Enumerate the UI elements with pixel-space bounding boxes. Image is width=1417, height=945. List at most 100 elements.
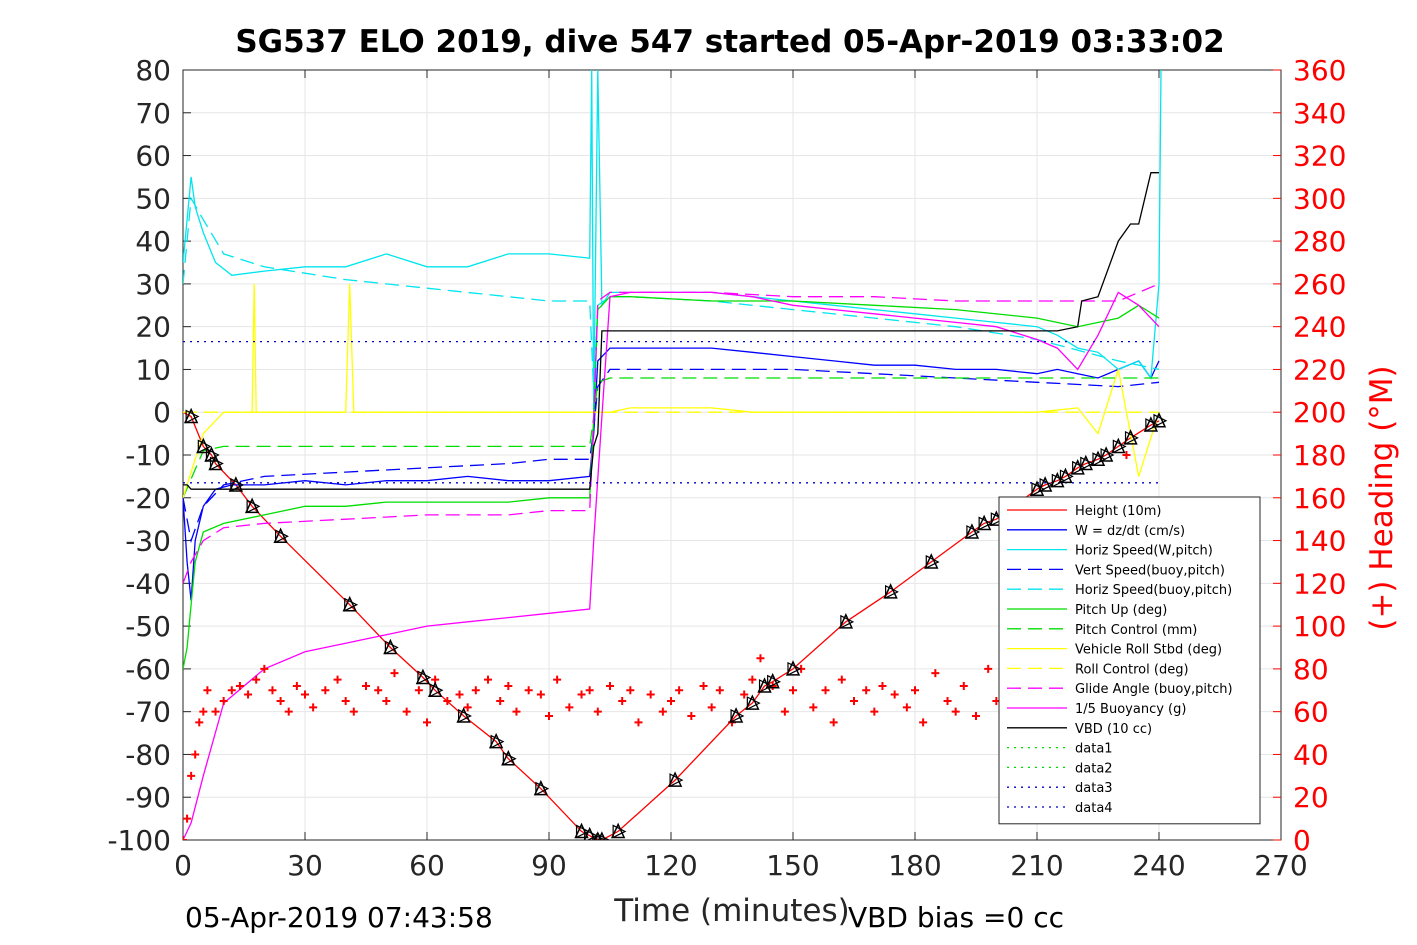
y-tick-label: -100 [107,824,171,857]
heading-point [687,711,696,720]
right-tick-label: 140 [1293,525,1346,558]
y-tick-label: -60 [125,653,171,686]
depth-marker-right [885,584,899,599]
x-tick-label: 210 [1010,849,1063,882]
right-tick-label: 60 [1293,696,1329,729]
depth-marker-right [275,529,289,544]
depth-marker-up [1037,476,1053,492]
depth-marker-right [209,456,224,471]
depth-marker-right [1112,439,1127,454]
series-group [183,70,1168,840]
depth-marker-up [196,437,211,454]
depth-marker-right [458,708,472,723]
heading-point [931,669,940,678]
legend-entry: Height (10m) [1075,504,1161,519]
heading-point [565,703,574,712]
legend-entry: Vehicle Roll Stbd (deg) [1075,643,1222,658]
heading-point [740,690,749,699]
depth-marker-right [1051,473,1066,488]
heading-point [675,686,684,695]
depth-marker-up [244,497,260,514]
right-tick-label: 280 [1293,225,1346,258]
heading-point [870,707,879,716]
heading-point [972,711,980,720]
heading-point [512,707,521,716]
y-tick-label: -40 [125,567,171,600]
heading-point [504,682,513,690]
heading-point [443,696,452,705]
series-line-vbd-10-cc- [183,172,1159,490]
y-tick-label: 20 [135,311,171,344]
series-line-w-dz-dt-cm-s- [183,347,1160,601]
heading-point [195,718,204,727]
heading-point [268,686,277,695]
legend-entry: VBD (10 cc) [1075,722,1152,737]
heading-point [244,690,253,699]
x-tick-label: 60 [409,849,445,882]
depth-marker-right [490,734,505,749]
heading-point [402,707,411,716]
heading-point [203,686,212,695]
depth-marker-right [669,773,684,788]
series-line-glide-angle-buoy-pitch- [183,283,1160,584]
heading-point [252,675,261,684]
x-tick-label: 0 [174,849,192,882]
right-tick-label: 160 [1293,482,1346,515]
depth-marker-up [415,668,431,685]
heading-point [756,654,765,663]
heading-point [837,675,846,684]
y-tick-label: 40 [135,225,171,258]
heading-point [496,696,505,705]
heading-point [606,682,614,690]
legend-entry: Horiz Speed(buoy,pitch) [1075,583,1232,598]
heading-point [707,703,716,712]
end-timestamp: 05-Apr-2019 07:43:58 [185,901,493,934]
depth-marker-right [1124,430,1139,445]
depth-marker-right [1100,448,1115,462]
depth-marker-right [246,499,261,514]
depth-marker-up [924,553,939,569]
depth-marker-up [976,514,992,531]
heading-point [183,814,192,823]
heading-point [374,686,383,695]
depth-marker-up [1151,411,1167,428]
series-line-horiz-speed-buoy-pitch- [183,196,1160,391]
depth-marker-up [488,732,504,749]
depth-marker-up [610,822,626,839]
right-tick-label: 180 [1293,439,1346,472]
heading-point [260,664,269,673]
depth-marker-right [596,833,611,840]
legend-entry: Pitch Control (mm) [1075,623,1197,638]
heading-point [455,690,464,699]
right-tick-label: 0 [1293,824,1311,857]
heading-point [536,690,545,699]
depth-marker-up [228,476,244,492]
heading-point [341,696,350,705]
depth-marker-right [767,674,782,689]
right-tick-label: 220 [1293,353,1346,386]
heading-point [292,682,301,690]
heading-point [943,696,952,705]
heading-point [748,675,757,684]
heading-point [878,682,887,690]
heading-point [626,686,635,695]
depth-marker-up [964,523,980,539]
heading-point [829,718,838,727]
heading-point [471,686,480,695]
heading-point [333,675,342,684]
depth-marker-right [1145,418,1160,433]
depth-marker-right [1031,482,1046,497]
legend-entry: Vert Speed(buoy,pitch) [1075,563,1225,578]
y-tick-label: 0 [153,396,171,429]
depth-marker-right [344,597,359,612]
legend: Height (10m) W = dz/dt (cm/s) Horiz Speed(… [998,496,1261,825]
heading-point [390,669,399,678]
right-tick-label: 300 [1293,182,1346,215]
y-tick-label: 50 [135,182,171,215]
heading-point [301,690,309,699]
x-tick-label: 150 [766,849,819,882]
heading-point [382,696,391,705]
heading-point [715,686,724,695]
right-tick-label: 120 [1293,567,1346,600]
